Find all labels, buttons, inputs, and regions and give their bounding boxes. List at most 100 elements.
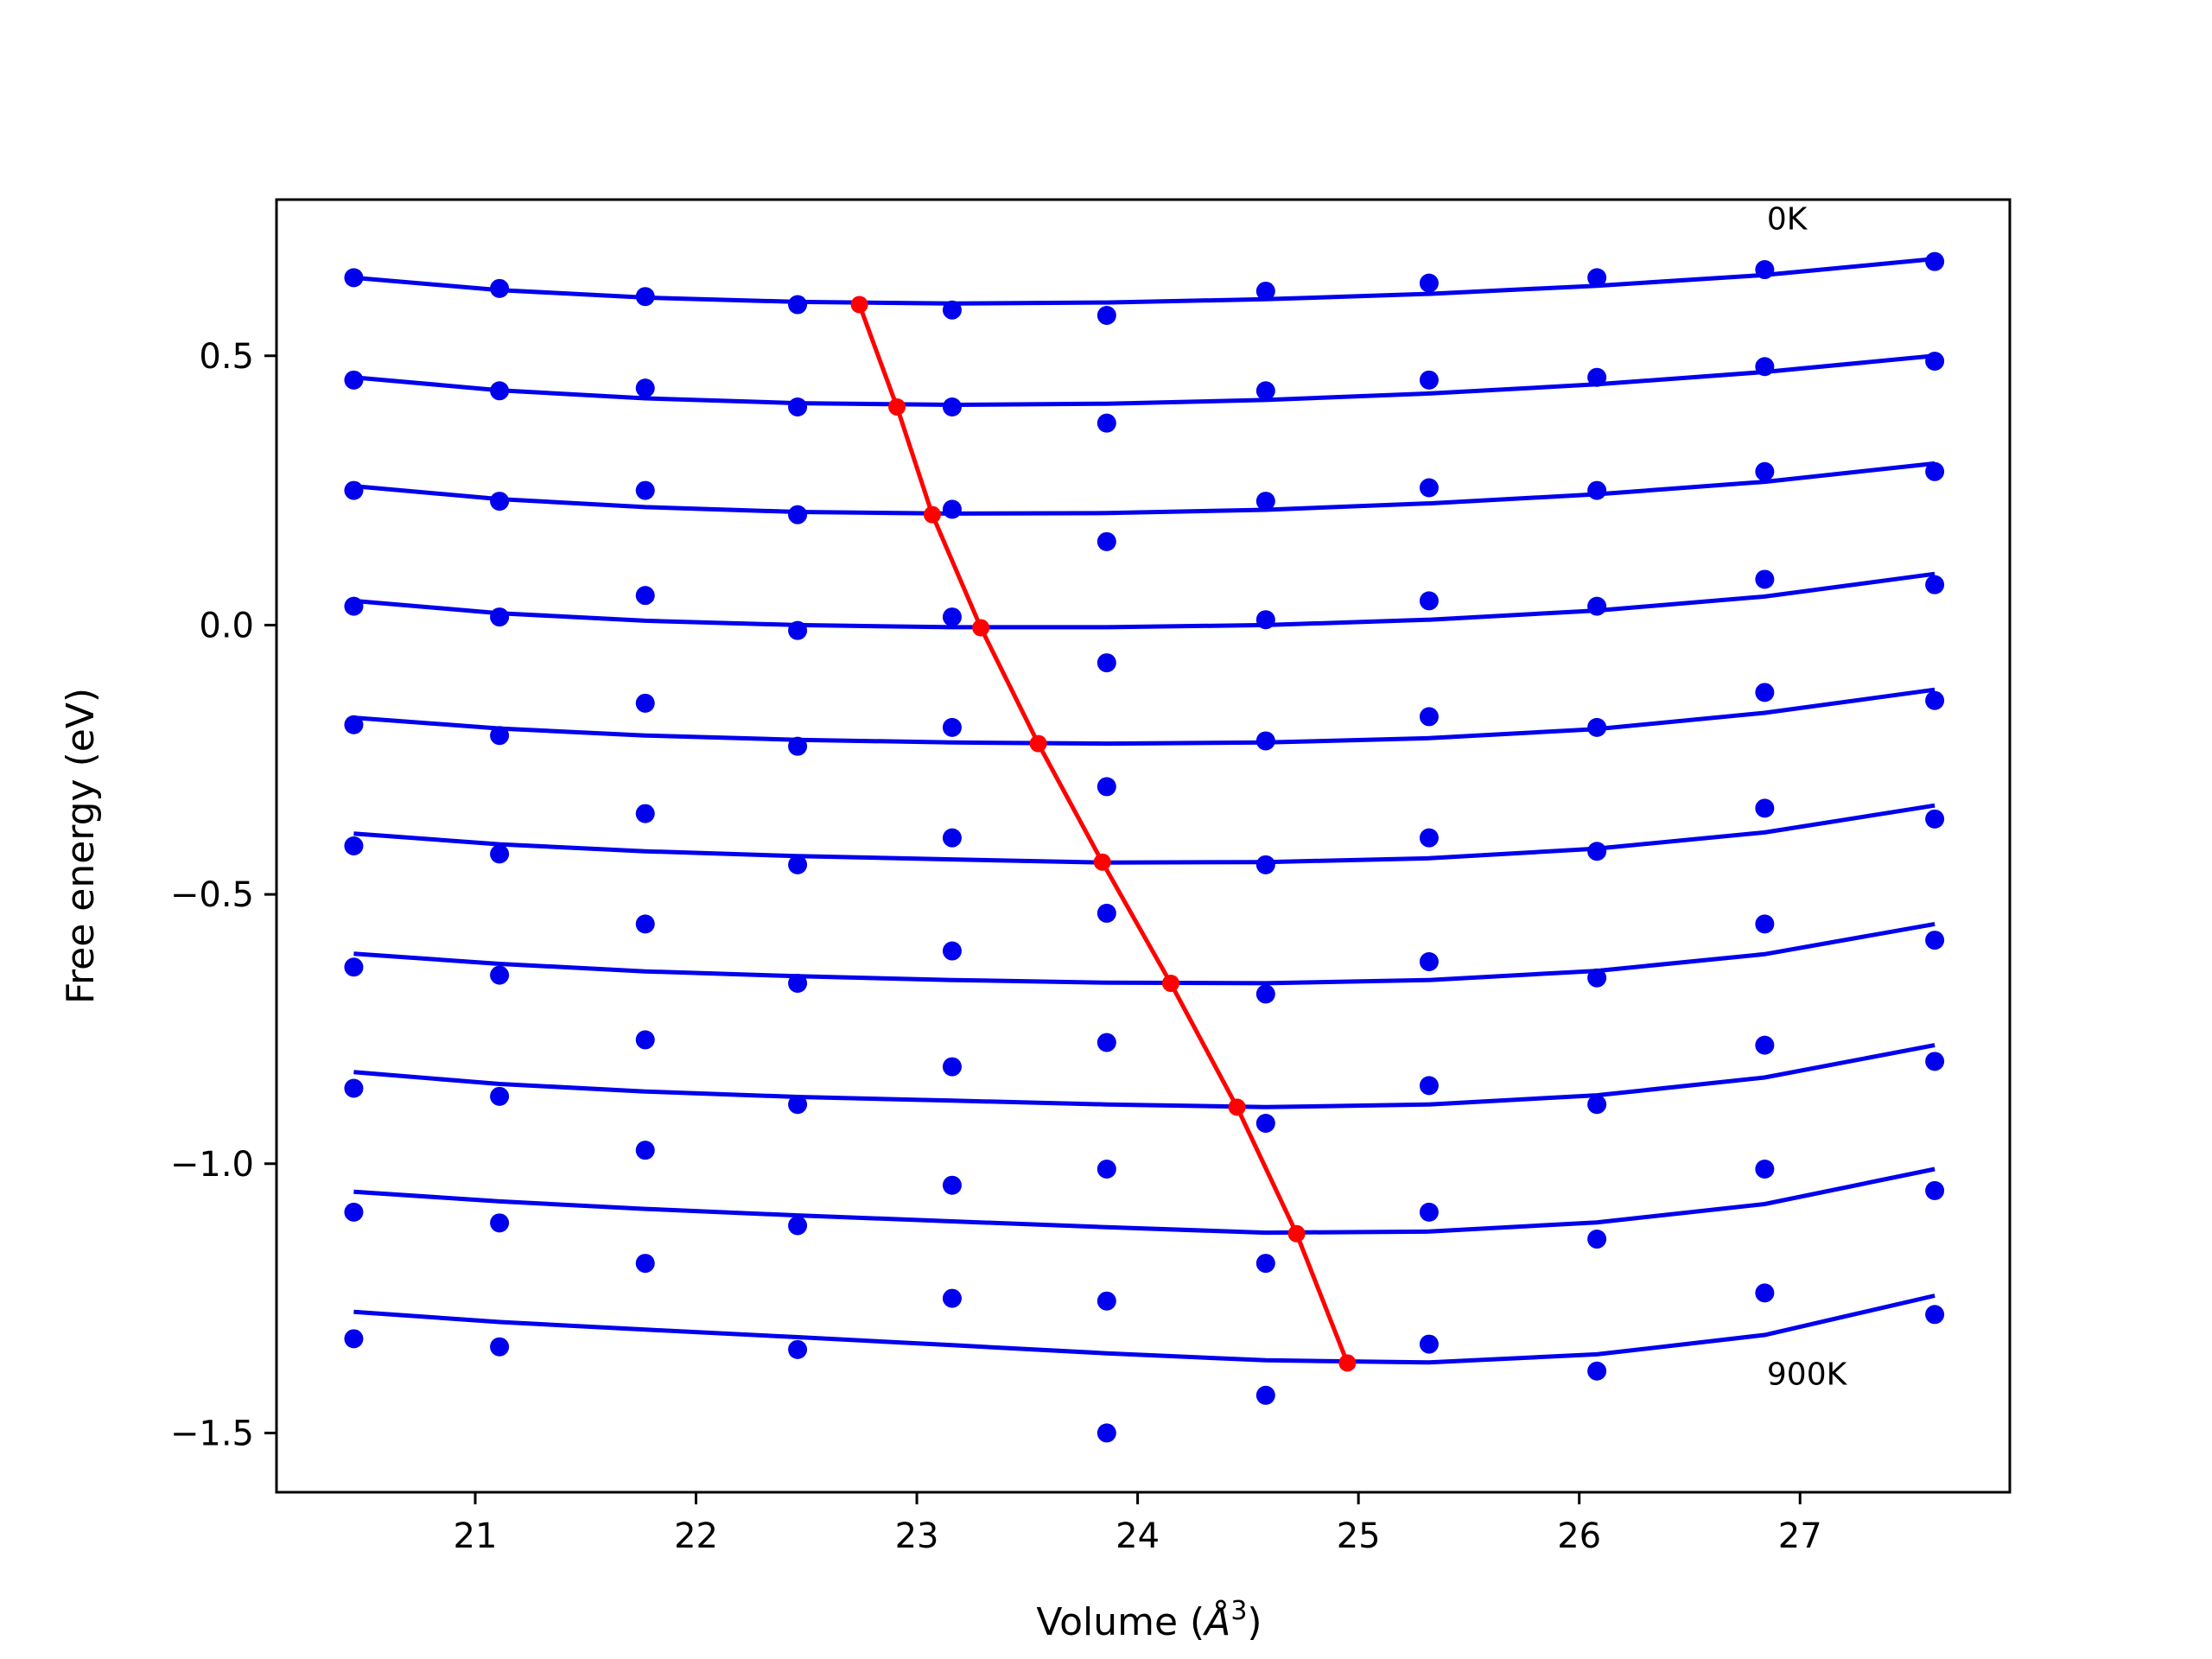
data-point — [1255, 855, 1275, 874]
data-point — [1755, 914, 1775, 934]
x-tick-label: 26 — [1557, 1516, 1601, 1556]
y-tick-label: 0.0 — [199, 606, 254, 645]
data-point — [1255, 1254, 1275, 1274]
x-axis-label: Volume (Å3) — [1036, 1596, 1262, 1644]
minimum-point — [1093, 853, 1111, 871]
data-point — [635, 1030, 655, 1050]
data-points — [344, 251, 1945, 1443]
y-tick-label: −1.0 — [170, 1145, 254, 1185]
data-point — [1755, 1035, 1775, 1055]
data-point — [490, 726, 510, 746]
x-tick-label: 27 — [1778, 1516, 1822, 1556]
data-point — [1255, 281, 1275, 301]
data-point — [1587, 717, 1607, 737]
annotations: 0K 900K — [1767, 201, 1848, 1392]
data-point — [1419, 952, 1439, 972]
data-point — [1587, 596, 1607, 616]
y-axis: 0.5 0.0 −0.5 −1.0 −1.5 — [170, 337, 276, 1453]
x-tick-label: 23 — [895, 1516, 939, 1556]
data-point — [1925, 1052, 1945, 1071]
data-point — [1419, 707, 1439, 727]
data-point — [1755, 683, 1775, 702]
x-tick-label: 24 — [1116, 1516, 1160, 1556]
data-point — [490, 1213, 510, 1233]
data-point — [788, 295, 808, 315]
data-point — [1755, 1160, 1775, 1179]
data-point — [635, 378, 655, 398]
data-point — [1925, 251, 1945, 271]
minima-line — [850, 296, 1357, 1372]
data-point — [635, 287, 655, 307]
minimum-point — [1228, 1098, 1246, 1116]
y-tick-label: −1.5 — [170, 1414, 254, 1453]
minimum-point — [850, 296, 868, 314]
data-point — [490, 607, 510, 627]
data-point — [942, 607, 962, 627]
data-point — [1096, 1033, 1116, 1052]
data-point — [344, 480, 364, 500]
minimum-point — [1338, 1354, 1357, 1372]
data-point — [1096, 531, 1116, 551]
data-point — [1255, 731, 1275, 751]
fit-curve-7 — [353, 1043, 1936, 1109]
y-axis-label: Free energy (eV) — [59, 688, 103, 1004]
data-point — [1255, 610, 1275, 630]
data-point — [1096, 653, 1116, 673]
fit-curves — [353, 257, 1936, 1365]
data-point — [942, 1288, 962, 1308]
data-point — [1587, 968, 1607, 988]
data-point — [942, 397, 962, 416]
data-point — [788, 1095, 808, 1115]
data-point — [1096, 903, 1116, 923]
fit-curve-1 — [353, 353, 1936, 408]
data-point — [344, 715, 364, 734]
x-tick-label: 21 — [454, 1516, 498, 1556]
data-point — [1925, 931, 1945, 950]
data-point — [1587, 842, 1607, 861]
data-point — [344, 1202, 364, 1222]
data-point — [788, 1216, 808, 1236]
minimum-point — [923, 505, 941, 524]
data-point — [635, 804, 655, 823]
data-point — [344, 370, 364, 390]
data-point — [635, 480, 655, 500]
y-tick-label: 0.5 — [199, 337, 254, 377]
data-point — [1255, 1385, 1275, 1405]
data-point — [1419, 1202, 1439, 1222]
data-point — [1255, 1114, 1275, 1134]
data-point — [490, 965, 510, 985]
data-point — [1755, 357, 1775, 377]
data-point — [490, 492, 510, 512]
data-point — [1587, 367, 1607, 387]
data-point — [344, 957, 364, 977]
x-tick-label: 22 — [674, 1516, 718, 1556]
data-point — [635, 693, 655, 713]
temperature-annotation: 900K — [1767, 1357, 1848, 1392]
data-point — [942, 499, 962, 519]
data-point — [1755, 569, 1775, 589]
data-point — [344, 836, 364, 855]
data-point — [788, 397, 808, 416]
minimum-point — [1029, 734, 1047, 753]
temperature-annotation: 0K — [1767, 201, 1808, 237]
fit-curve-5 — [353, 803, 1936, 865]
data-point — [490, 1086, 510, 1106]
data-point — [1755, 798, 1775, 818]
plot-frame — [275, 198, 2012, 1494]
data-point — [1096, 1423, 1116, 1443]
minimum-point — [972, 619, 990, 637]
x-axis-label-exponent: 3 — [1230, 1596, 1247, 1626]
data-point — [1419, 591, 1439, 611]
data-point — [635, 586, 655, 606]
data-point — [1419, 1076, 1439, 1096]
data-point — [1096, 777, 1116, 797]
data-point — [942, 717, 962, 737]
x-axis-label-close: ) — [1247, 1600, 1262, 1644]
data-point — [942, 300, 962, 320]
x-axis: 21 22 23 24 25 26 27 — [454, 1492, 1822, 1556]
minimum-point — [1287, 1224, 1306, 1243]
data-point — [635, 1254, 655, 1274]
fit-curve-0 — [353, 257, 1936, 306]
minima-curve — [857, 303, 1350, 1364]
data-point — [1419, 370, 1439, 390]
